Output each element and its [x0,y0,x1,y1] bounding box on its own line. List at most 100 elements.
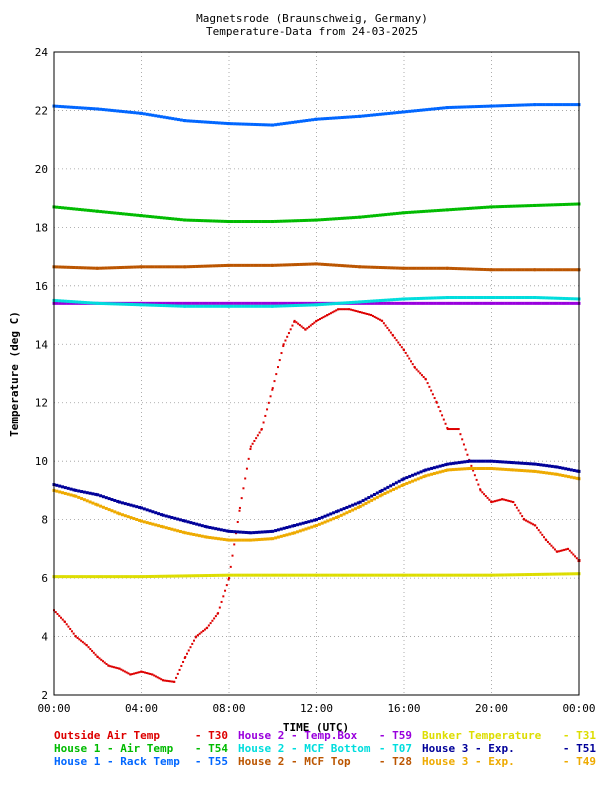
data-point [482,301,486,305]
data-point [521,268,525,272]
data-point [511,461,515,465]
data-point [264,414,267,417]
data-point [405,476,409,480]
data-point [444,463,448,467]
data-point [455,428,458,431]
data-point [211,573,215,577]
data-point [315,303,318,307]
data-point [555,301,559,305]
data-point [276,528,280,532]
data-point [255,573,259,577]
data-point [361,300,365,304]
data-point [54,611,57,614]
data-point [61,206,65,210]
data-point [136,213,140,217]
data-point [220,264,224,268]
data-point [244,301,248,305]
data-point [121,302,125,306]
data-point [222,528,226,532]
data-point [222,301,226,305]
data-point [145,303,149,307]
data-point [346,216,350,220]
data-point [113,211,117,215]
data-point [383,301,387,305]
grid [54,52,579,695]
data-point [142,575,146,579]
data-point [332,217,336,221]
data-point [135,517,139,521]
data-point [402,110,406,114]
data-point [370,498,374,502]
data-point [252,538,256,542]
data-point [538,572,542,576]
data-point [518,103,522,107]
data-point [140,506,143,510]
y-tick-label: 6 [41,572,48,585]
data-point [436,266,440,270]
y-tick-label: 22 [35,104,48,117]
data-point [214,527,218,531]
data-point [156,676,159,679]
data-point [215,219,219,223]
series-t31 [52,572,581,579]
data-point [151,303,155,307]
data-point [153,674,156,677]
data-point [263,530,267,534]
data-point [274,529,278,533]
data-point [550,544,553,547]
data-point [261,220,265,224]
data-point [199,574,203,578]
data-point [563,572,567,576]
data-point [487,301,491,305]
data-point [126,502,130,506]
data-point [203,120,207,124]
data-point [129,673,132,676]
data-point [216,301,220,305]
data-point [285,526,289,530]
data-point [123,502,127,506]
data-point [291,263,295,267]
data-point [348,509,352,513]
y-tick-label: 4 [41,631,48,644]
data-point [339,513,343,517]
data-point [532,523,535,526]
data-point [154,301,158,305]
data-point [157,301,161,305]
data-point [233,538,237,542]
data-point [77,495,81,499]
data-point [564,467,568,471]
data-point [202,629,205,632]
data-point [526,268,530,272]
data-point [324,315,327,318]
data-point [441,463,445,467]
data-point [556,550,559,553]
data-point [180,664,183,667]
data-point [378,489,382,493]
data-point [343,216,347,220]
data-point [460,296,464,300]
data-point [192,304,196,308]
data-point [492,205,496,209]
data-point [469,206,472,210]
data-point [133,265,137,269]
data-point [469,105,472,109]
data-point [430,472,434,476]
data-point [542,268,546,272]
series-t07 [52,296,581,308]
data-point [307,301,311,305]
data-point [411,573,415,577]
data-point [317,218,321,222]
data-point [375,299,379,303]
data-point [380,573,384,577]
data-point [74,635,77,638]
data-point [75,266,79,270]
data-point [373,315,376,318]
data-point [329,116,333,120]
data-point [119,109,122,113]
data-point [498,301,502,305]
data-point [448,573,451,577]
data-point [118,512,122,516]
data-point [320,573,324,577]
data-point [157,114,161,118]
data-point [459,301,463,305]
